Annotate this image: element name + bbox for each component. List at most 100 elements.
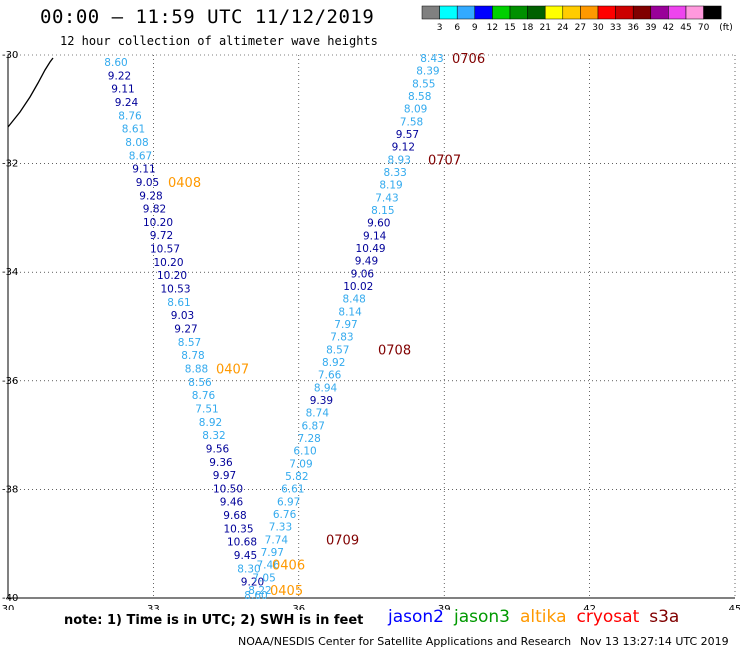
- wave-height-value: 5.82: [285, 471, 308, 483]
- wave-height-value: 7.51: [195, 403, 218, 415]
- wave-height-value: 8.61: [122, 124, 145, 136]
- lon-tick-label: 30: [2, 604, 15, 610]
- lat-tick-label: -30: [2, 50, 18, 61]
- wave-height-value: 8.09: [404, 104, 427, 116]
- wave-height-value: 9.60: [367, 218, 390, 230]
- footnote: note: 1) Time is in UTC; 2) SWH is in fe…: [64, 613, 364, 628]
- wave-height-value: 9.24: [115, 97, 139, 109]
- wave-height-value: 8.14: [338, 306, 362, 318]
- lon-tick-label: 42: [583, 604, 596, 610]
- legend-tick-label: 27: [575, 23, 586, 33]
- satellite-name: jason3: [454, 607, 510, 627]
- wave-height-value: 6.76: [273, 509, 297, 521]
- lat-tick-label: -36: [2, 376, 18, 387]
- legend-tick-label: 42: [663, 23, 674, 33]
- wave-height-value: 7.28: [297, 433, 320, 445]
- pass-time-label: 0408: [168, 176, 201, 191]
- wave-height-value: 9.56: [206, 443, 230, 455]
- wave-height-value: 8.55: [412, 78, 435, 90]
- wave-height-value: 6.97: [277, 496, 300, 508]
- wave-height-value: 10.49: [356, 243, 386, 255]
- pass-time-label: 0709: [326, 533, 359, 548]
- wave-height-value: 7.83: [330, 332, 353, 344]
- wave-height-value: 10.50: [213, 483, 243, 495]
- wave-height-value: 9.36: [209, 457, 233, 469]
- wave-height-value: 8.74: [306, 408, 330, 420]
- wave-height-value: 9.11: [111, 84, 134, 96]
- wave-height-value: 8.22: [248, 585, 271, 597]
- wave-height-value: 9.27: [174, 324, 197, 336]
- wave-height-value: 9.28: [139, 190, 162, 202]
- legend-unit: (ft): [719, 23, 733, 33]
- satellite-name: jason2: [388, 607, 444, 627]
- wave-height-value: 8.61: [167, 297, 190, 309]
- lon-tick-label: 45: [729, 604, 740, 610]
- wave-height-value: 9.05: [136, 177, 159, 189]
- legend-tick-label: 18: [522, 23, 534, 33]
- wave-height-value: 8.93: [388, 154, 411, 166]
- wave-height-value: 8.92: [199, 417, 222, 429]
- wave-height-value: 8.33: [383, 167, 406, 179]
- wave-height-value: 10.68: [227, 537, 257, 549]
- legend-tick-label: 33: [610, 23, 621, 33]
- pass-time-label: 0407: [216, 362, 249, 377]
- wave-height-value: 7.66: [318, 370, 342, 382]
- lat-tick-label: -38: [2, 484, 18, 495]
- satellite-name: altika: [520, 607, 567, 627]
- legend-tick-label: 36: [627, 23, 639, 33]
- legend-swatch: [703, 5, 722, 20]
- wave-height-value: 8.78: [181, 350, 204, 362]
- wave-height-map: 30 33 36 39 42 45-30-32-34-36-38-40 8.609.229…: [2, 50, 740, 610]
- pass-time-label: 0706: [452, 52, 485, 67]
- wave-height-value: 8.76: [192, 390, 216, 402]
- wave-height-value: 8.60: [244, 590, 267, 602]
- wave-height-value: 6.61: [281, 484, 304, 496]
- satellite-legend: jason2 jason3 altika cryosat s3a: [388, 607, 689, 627]
- wave-height-value: 9.03: [171, 310, 194, 322]
- wave-height-value: 7.33: [269, 522, 292, 534]
- wave-height-value: 10.20: [157, 270, 187, 282]
- wave-height-value: 9.45: [234, 550, 257, 562]
- wave-height-value: 8.56: [188, 377, 212, 389]
- lon-tick-label: 39: [438, 604, 451, 610]
- chart-title: 00:00 – 11:59 UTC 11/12/2019: [40, 6, 375, 28]
- credit-line: NOAA/NESDIS Center for Satellite Applica…: [238, 635, 572, 648]
- legend-tick-label: 70: [698, 23, 710, 33]
- wave-height-value: 9.12: [392, 142, 415, 154]
- wave-height-value: 9.22: [108, 70, 131, 82]
- wave-height-value: 7.97: [261, 547, 284, 559]
- pass-time-label: 0707: [428, 153, 461, 168]
- wave-height-value: 6.87: [302, 420, 325, 432]
- generated-timestamp: Nov 13 13:27:14 UTC 2019: [580, 635, 729, 648]
- wave-height-value: 9.72: [150, 230, 173, 242]
- wave-height-value: 8.08: [125, 137, 148, 149]
- legend-tick-label: 9: [472, 23, 478, 33]
- wave-height-value: 7.97: [334, 319, 357, 331]
- wave-height-value: 10.53: [160, 284, 190, 296]
- legend-tick-label: 15: [504, 23, 515, 33]
- legend-tick-label: 3: [437, 23, 443, 33]
- wave-height-value: 8.30: [237, 563, 260, 575]
- map-grid: 30 33 36 39 42 45 -30 -32 -34 -36 -38 -40: [2, 50, 740, 610]
- wave-height-value: 8.60: [104, 57, 127, 69]
- wave-height-value: 10.20: [143, 217, 173, 229]
- coastline: [7, 57, 54, 128]
- pass-time-label: 0405: [270, 584, 303, 599]
- wave-height-value: 9.49: [355, 256, 378, 268]
- wave-height-value: 6.10: [293, 446, 316, 458]
- wave-height-value: 10.35: [223, 523, 253, 535]
- wave-height-value: 10.57: [150, 244, 180, 256]
- wave-height-value: 8.19: [379, 180, 402, 192]
- lon-tick-label: 36: [292, 604, 305, 610]
- satellite-name: cryosat: [576, 607, 640, 627]
- satellite-name: s3a: [649, 607, 680, 627]
- wave-height-value: 8.88: [185, 363, 208, 375]
- wave-height-value: 8.57: [326, 344, 349, 356]
- wave-height-value: 10.20: [153, 257, 183, 269]
- wave-height-value: 7.05: [252, 572, 275, 584]
- wave-height-value: 9.11: [132, 164, 155, 176]
- wave-height-value: 9.46: [220, 497, 244, 509]
- wave-height-value: 8.57: [178, 337, 201, 349]
- wave-height-value: 9.68: [223, 510, 246, 522]
- wave-height-value: 10.02: [343, 281, 373, 293]
